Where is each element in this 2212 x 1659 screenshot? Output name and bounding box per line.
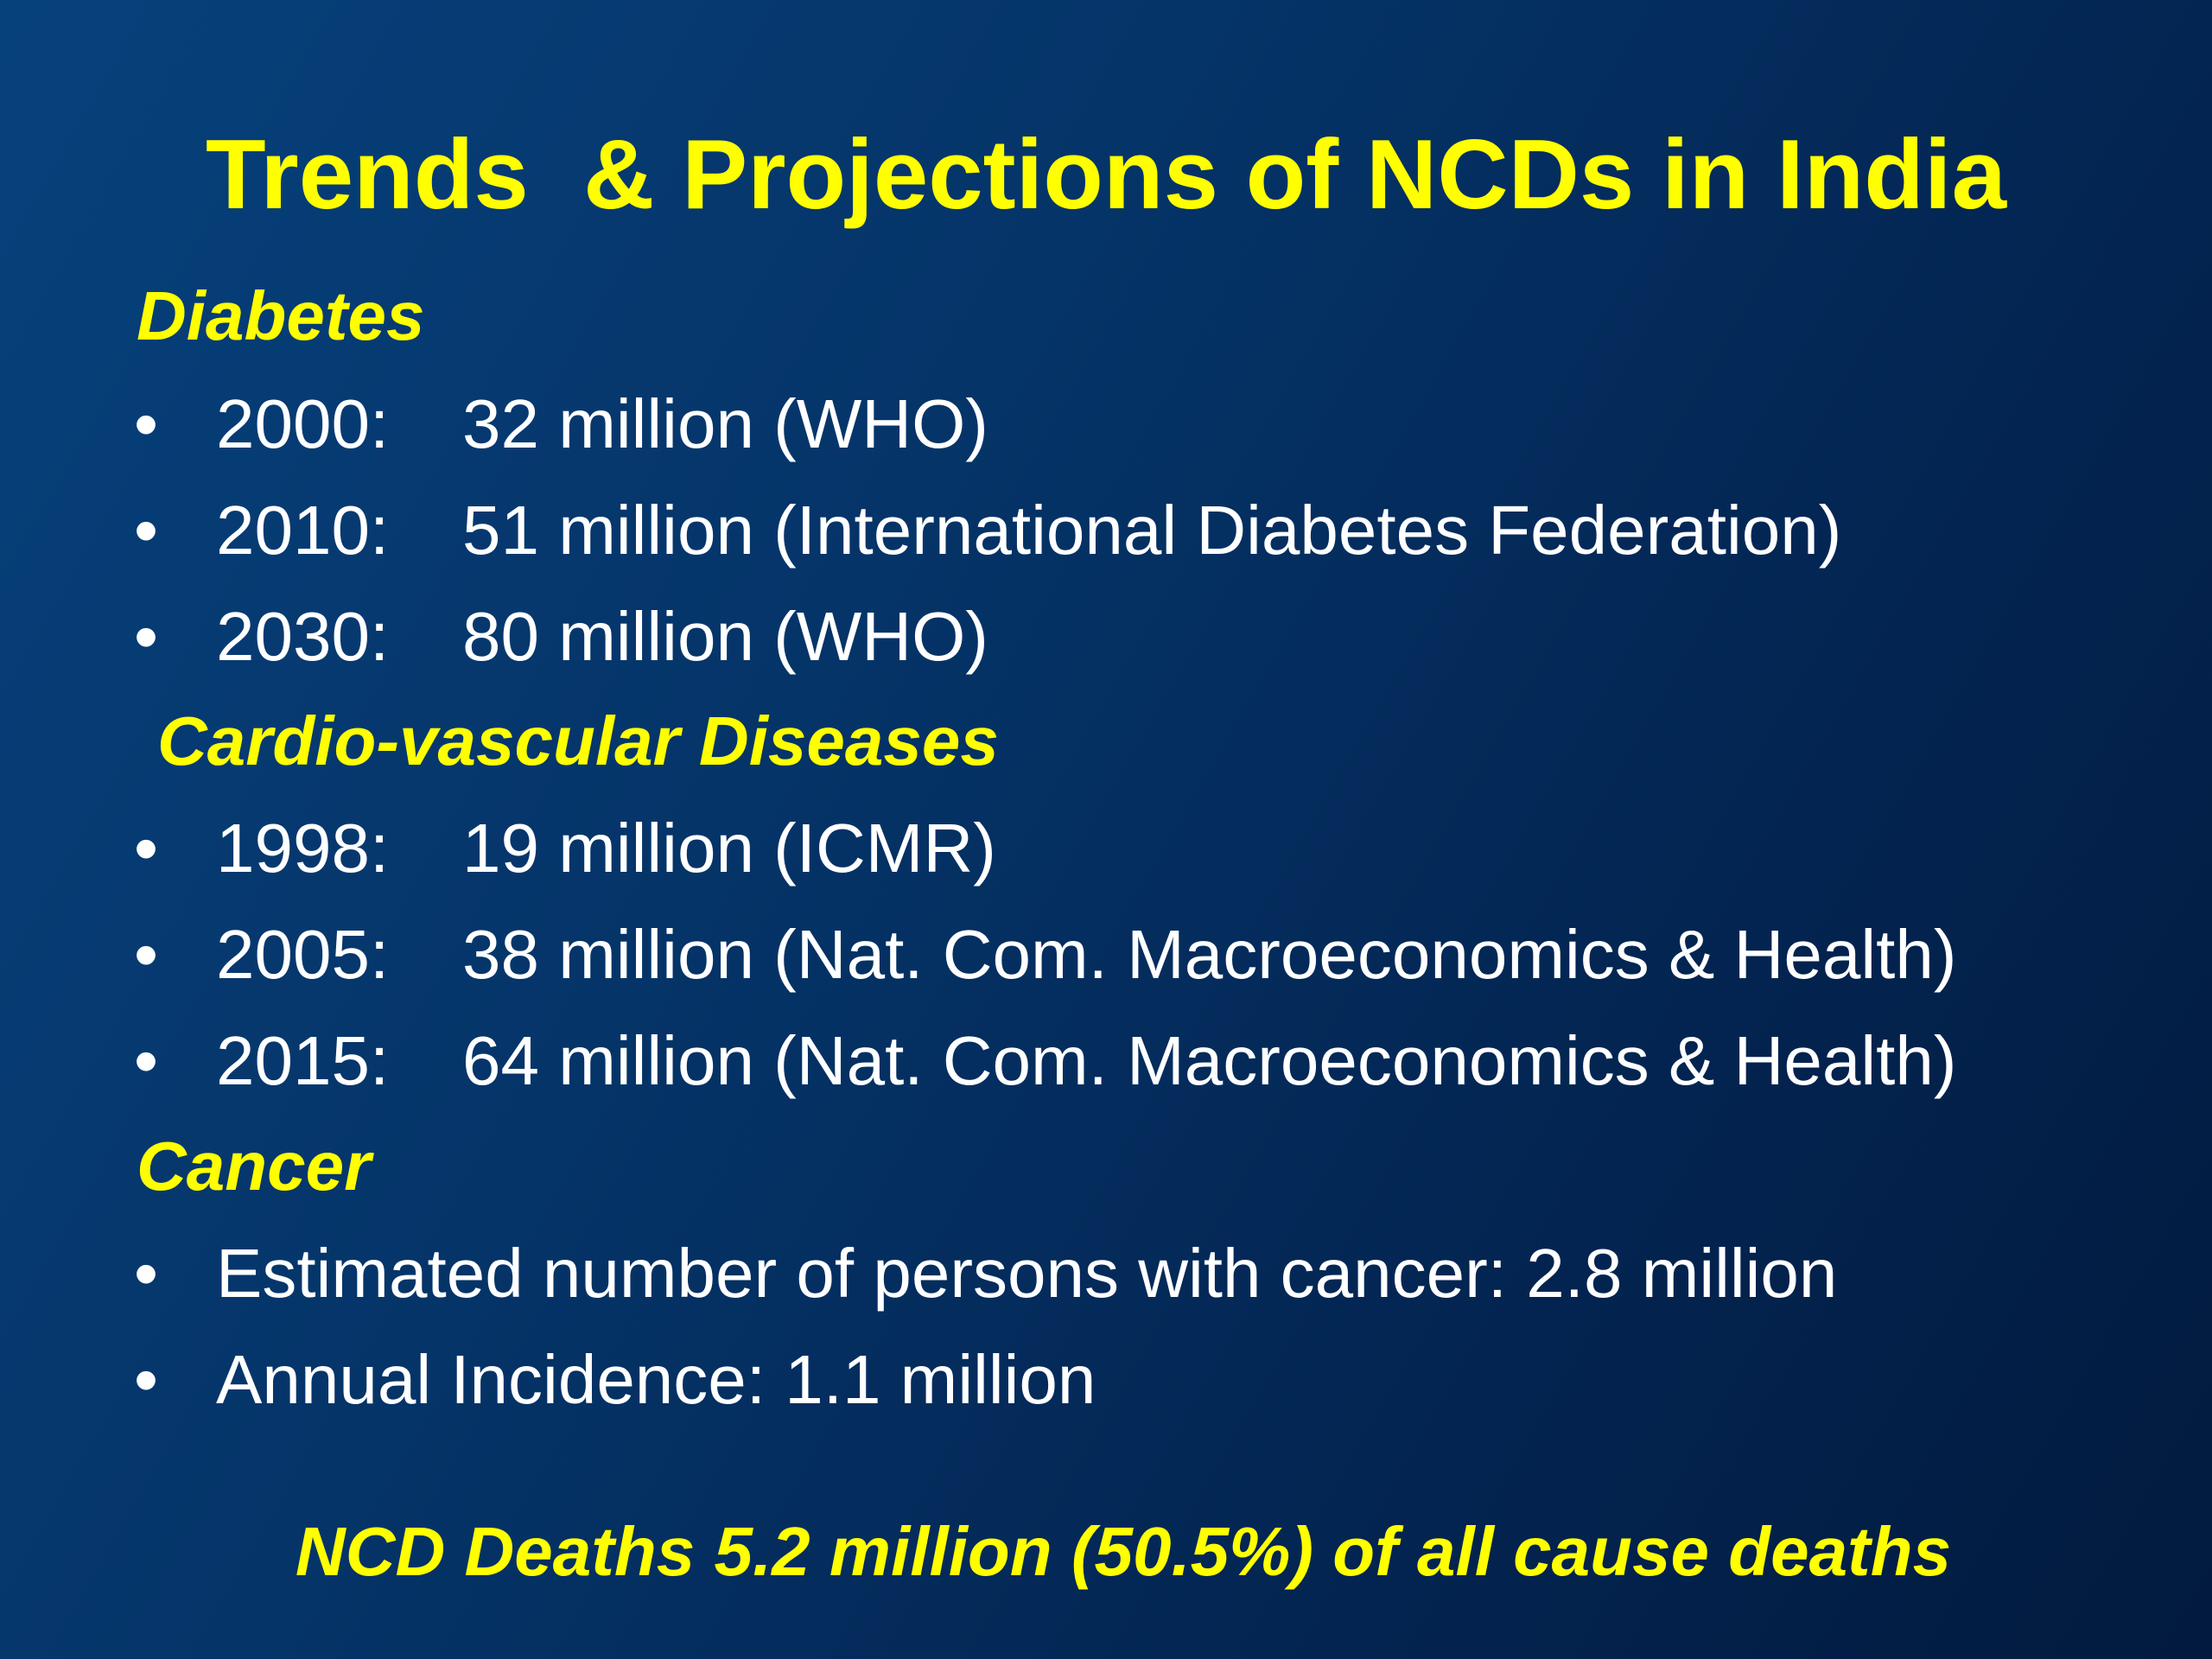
- bullet: •: [134, 385, 159, 462]
- item-year: 2010:: [216, 492, 390, 569]
- item-year: 2030:: [216, 598, 390, 675]
- item-value: 19 million (ICMR): [462, 810, 996, 887]
- item-year: 1998:: [216, 810, 390, 887]
- bullet: •: [134, 492, 159, 569]
- bullet: •: [134, 1022, 159, 1099]
- bullet: •: [134, 1235, 159, 1312]
- item-year: 2005:: [216, 916, 390, 993]
- item-value: 80 million (WHO): [462, 598, 988, 675]
- bullet: •: [134, 1341, 159, 1418]
- section-heading-cancer: Cancer: [137, 1128, 372, 1205]
- item-value: 51 million (International Diabetes Feder…: [462, 492, 1842, 569]
- bullet: •: [134, 916, 159, 993]
- item-text: Annual Incidence: 1.1 million: [216, 1341, 1096, 1418]
- item-value: 32 million (WHO): [462, 385, 988, 462]
- item-value: 64 million (Nat. Com. Macroeconomics & H…: [462, 1022, 1957, 1099]
- item-value: 38 million (Nat. Com. Macroeconomics & H…: [462, 916, 1957, 993]
- item-year: 2000:: [216, 385, 390, 462]
- slide-title: Trends & Projections of NCDs in India: [206, 120, 2006, 230]
- section-heading-cardiovascular: Cardio-vascular Diseases: [157, 702, 999, 779]
- bullet: •: [134, 810, 159, 887]
- bullet: •: [134, 598, 159, 675]
- item-text: Estimated number of persons with cancer:…: [216, 1235, 1838, 1312]
- footer-summary: NCD Deaths 5.2 million (50.5%) of all ca…: [295, 1513, 1952, 1590]
- section-heading-diabetes: Diabetes: [137, 277, 425, 354]
- item-year: 2015:: [216, 1022, 390, 1099]
